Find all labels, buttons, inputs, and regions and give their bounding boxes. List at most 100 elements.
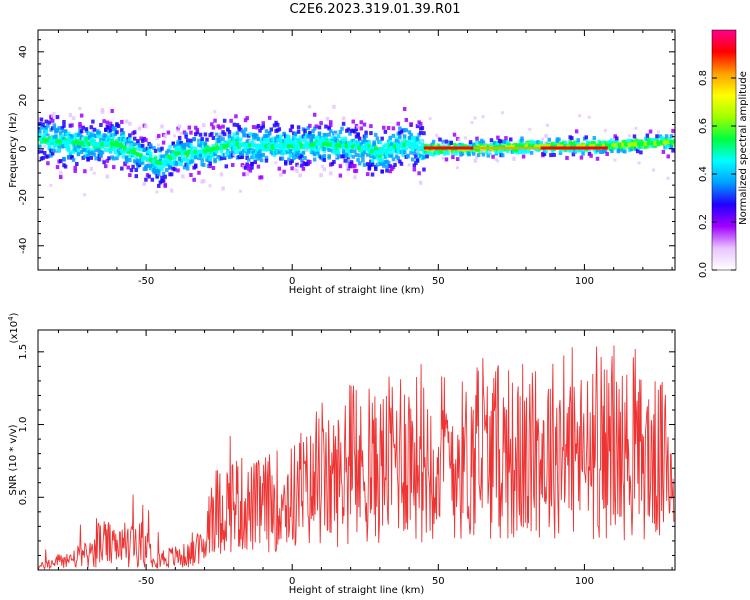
heatmap-cell	[81, 145, 85, 150]
heatmap-cell	[578, 114, 582, 118]
heatmap-cell	[528, 127, 532, 131]
heatmap-cell	[592, 141, 597, 146]
heatmap-cell	[134, 167, 139, 172]
heatmap-cell	[173, 144, 177, 149]
ridge-point	[106, 141, 111, 147]
heatmap-cell	[134, 156, 139, 161]
heatmap-cell	[454, 143, 458, 148]
ridge-point	[42, 137, 47, 143]
heatmap-cell	[504, 136, 508, 141]
ridge-point	[80, 141, 86, 146]
heatmap-cell	[292, 152, 296, 157]
heatmap-cell	[222, 155, 227, 160]
y-axis-multiplier: (x104)	[7, 312, 20, 343]
heatmap-cell	[42, 144, 46, 148]
heatmap-cell	[131, 164, 135, 169]
heatmap-cell	[161, 171, 166, 176]
heatmap-cell	[213, 157, 217, 162]
y-axis-label: Frequency (Hz)	[8, 112, 19, 188]
heatmap-cell	[256, 137, 261, 142]
heatmap-cell	[308, 130, 312, 135]
heatmap-cell	[274, 161, 278, 165]
heatmap-cell	[70, 134, 74, 139]
heatmap-cell	[316, 150, 320, 155]
heatmap-cell	[182, 145, 187, 150]
heatmap-cell	[176, 126, 180, 131]
heatmap-cell	[78, 144, 82, 149]
heatmap-cell	[102, 160, 106, 165]
heatmap-cell	[264, 158, 269, 163]
heatmap-cell	[348, 131, 352, 136]
ridge-point	[167, 155, 172, 160]
heatmap-cell	[137, 126, 142, 131]
heatmap-cell	[46, 123, 50, 128]
heatmap-cell	[584, 147, 589, 152]
heatmap-cell	[213, 118, 217, 123]
heatmap-cell	[422, 131, 426, 136]
heatmap-cell	[282, 132, 286, 137]
heatmap-cell	[179, 131, 183, 135]
heatmap-cell	[46, 154, 50, 159]
heatmap-cell	[91, 133, 95, 138]
panel2-frame	[37, 329, 676, 571]
heatmap-cell	[139, 136, 143, 141]
heatmap-cell	[300, 138, 304, 143]
heatmap-cell	[71, 157, 76, 162]
heatmap-cell	[320, 164, 324, 168]
heatmap-cell	[391, 126, 396, 131]
heatmap-cell	[206, 152, 211, 157]
ridge-point	[299, 143, 304, 148]
heatmap-cell	[224, 153, 228, 157]
heatmap-cell	[213, 110, 217, 114]
heatmap-cell	[255, 133, 259, 138]
heatmap-cell	[78, 124, 82, 129]
heatmap-cell	[298, 135, 302, 140]
heatmap-cell	[161, 178, 166, 183]
heatmap-cell	[147, 147, 151, 152]
heatmap-cell	[544, 149, 548, 154]
heatmap-cell	[242, 172, 246, 177]
heatmap-cell	[261, 152, 265, 157]
heatmap-cell	[198, 132, 203, 137]
heatmap-cell	[250, 155, 254, 160]
heatmap-cell	[428, 117, 432, 121]
heatmap-cell	[361, 154, 365, 159]
heatmap-cell	[70, 123, 74, 128]
heatmap-cell	[356, 157, 360, 162]
heatmap-cell	[163, 134, 167, 139]
heatmap-cell	[100, 107, 105, 112]
heatmap-cell	[322, 157, 327, 162]
heatmap-cell	[108, 128, 113, 133]
heatmap-cell	[317, 132, 322, 137]
heatmap-cell	[208, 184, 212, 188]
heatmap-cell	[192, 137, 196, 142]
ridge-point	[344, 143, 349, 149]
ridge-point	[61, 139, 66, 145]
heatmap-cell	[166, 148, 171, 153]
heatmap-cell	[179, 161, 184, 166]
heatmap-cell	[147, 163, 151, 168]
heatmap-cell	[247, 157, 251, 162]
heatmap-cell	[58, 159, 63, 164]
heatmap-cell	[415, 149, 419, 153]
heatmap-cell	[473, 116, 477, 120]
heatmap-cell	[137, 146, 142, 151]
heatmap-cell	[314, 124, 319, 129]
heatmap-cell	[253, 160, 257, 165]
heatmap-cell	[185, 138, 190, 143]
heatmap-cell	[581, 151, 585, 156]
heatmap-cell	[124, 119, 129, 124]
ridge-point	[640, 141, 645, 147]
heatmap-cell	[584, 135, 589, 140]
heatmap-cell	[280, 151, 285, 156]
ridge-point	[87, 141, 92, 147]
heatmap-cell	[476, 152, 481, 157]
heatmap-cell	[227, 130, 232, 135]
heatmap-cell	[216, 135, 220, 139]
heatmap-cell	[243, 127, 248, 132]
ridge-point	[238, 142, 243, 147]
ridge-point	[318, 141, 324, 147]
heatmap-cell	[242, 165, 246, 169]
heatmap-cell	[128, 173, 132, 178]
